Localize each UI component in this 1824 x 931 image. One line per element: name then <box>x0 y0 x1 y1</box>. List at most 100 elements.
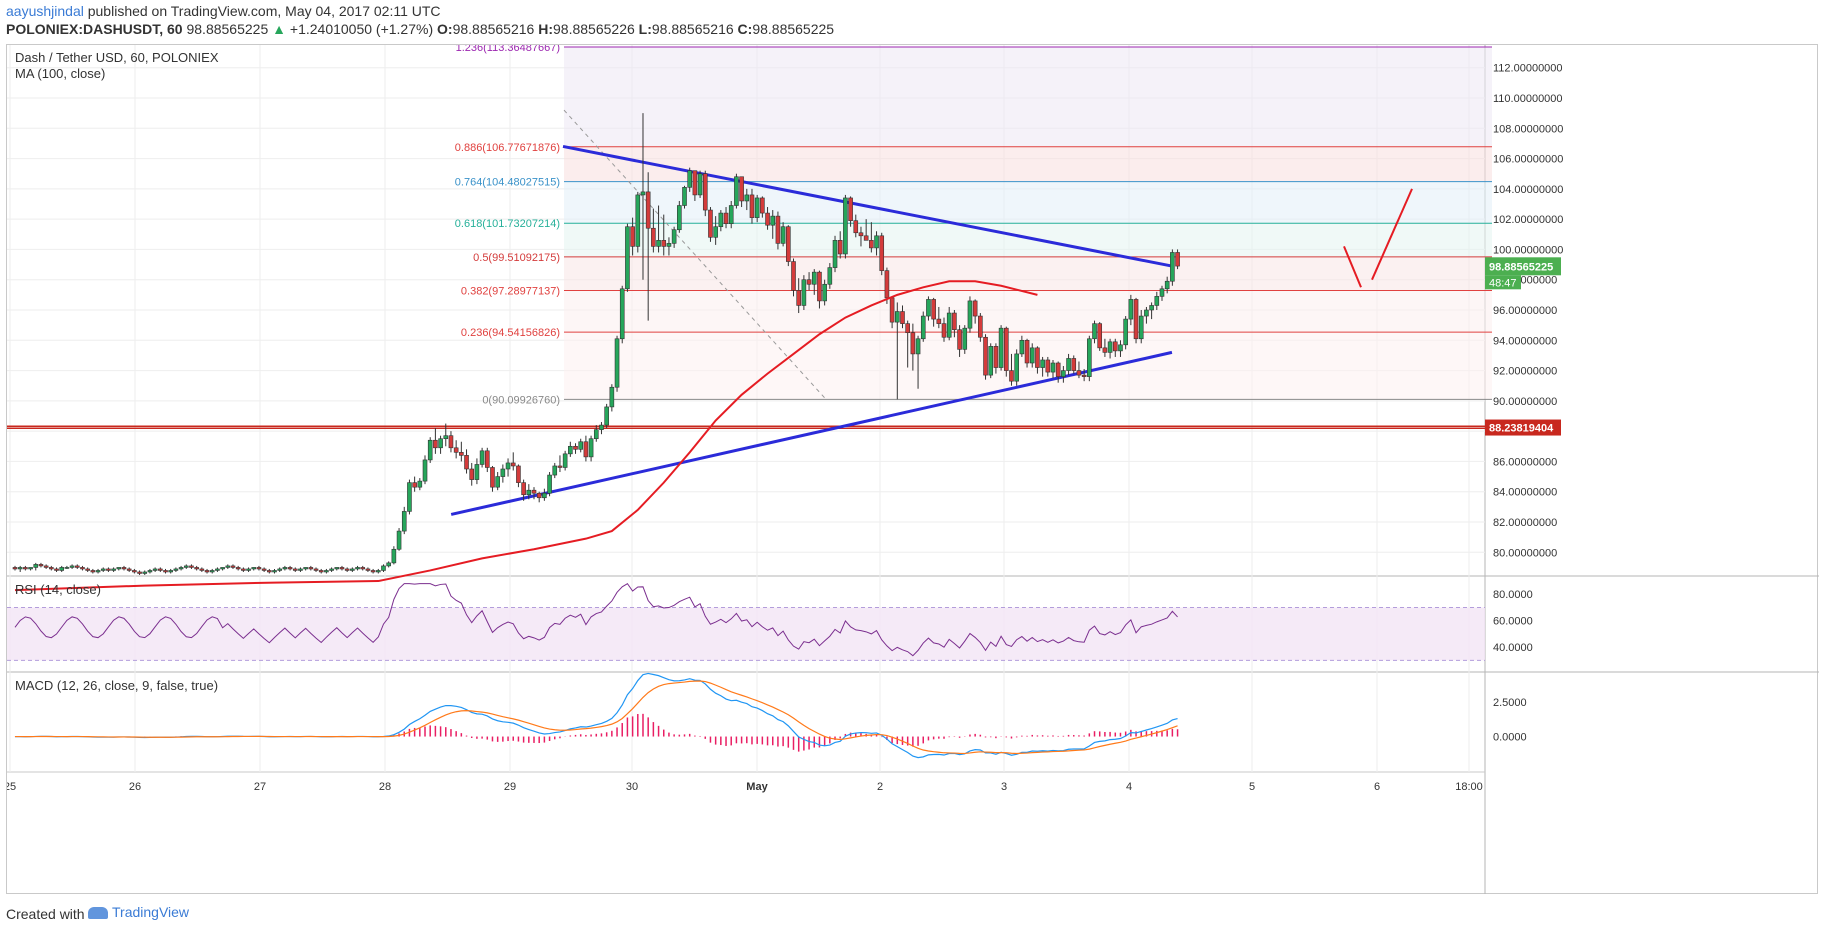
last-price-label: 98.88565225 <box>1489 261 1553 273</box>
candle-body <box>593 429 599 440</box>
candle-body <box>915 338 921 355</box>
y-tick-label: 96.00000000 <box>1493 305 1557 317</box>
candle-body <box>95 570 101 573</box>
projection-up-line <box>1371 188 1413 281</box>
candle-body <box>1107 341 1113 353</box>
candle-body <box>713 226 718 238</box>
candle-body <box>272 570 277 573</box>
candle-body <box>111 568 116 571</box>
candle-body <box>609 386 615 408</box>
candle-body <box>718 212 724 228</box>
tradingview-logo[interactable]: TradingView <box>88 904 189 920</box>
candle-body <box>241 568 246 571</box>
candle-body <box>905 323 910 334</box>
candle-body <box>936 318 942 324</box>
candle-body <box>780 226 786 244</box>
candle-body <box>1019 339 1025 355</box>
ma100-line <box>14 280 1038 592</box>
candle-body <box>562 453 568 468</box>
candle-body <box>500 468 506 477</box>
candle-body <box>360 567 366 570</box>
candle-body <box>17 567 23 570</box>
resistance-price-badge <box>1485 419 1561 436</box>
candle-body <box>786 226 791 262</box>
candle-body <box>869 240 874 249</box>
candle-body <box>126 568 132 571</box>
publish-line: aayushjindal published on TradingView.co… <box>6 3 441 19</box>
candle-body <box>64 567 70 569</box>
x-tick-label: 28 <box>379 781 391 793</box>
rsi-y-tick: 40.0000 <box>1493 642 1533 654</box>
candle-body <box>215 568 220 571</box>
fib-level-label: 0.618(101.73207214) <box>455 218 560 230</box>
candle-body <box>246 568 251 571</box>
candle-body <box>542 492 547 499</box>
candle-body <box>827 267 833 285</box>
candle-body <box>1128 299 1134 320</box>
candle-body <box>1050 362 1056 373</box>
candle-body <box>1133 299 1139 340</box>
candle-body <box>412 482 417 488</box>
macd-pane-title: MACD (12, 26, close, 9, false, true) <box>15 678 218 693</box>
x-tick-label: 18:00 <box>1455 781 1483 793</box>
candle-body <box>806 279 812 285</box>
candle-body <box>422 459 428 482</box>
rsi-band <box>7 607 1485 661</box>
candle-body <box>614 338 620 388</box>
candle-body <box>490 467 495 488</box>
candle-body <box>573 445 578 450</box>
x-tick-label: 4 <box>1126 781 1132 793</box>
candle-body <box>645 191 651 229</box>
chart-canvas[interactable]: 1.236(113.36487667) 0.886(106.77671876) 0.… <box>7 45 1819 895</box>
y-tick-label: 94.00000000 <box>1493 335 1557 347</box>
author-link[interactable]: aayushjindal <box>6 3 84 19</box>
candle-body <box>1045 359 1051 373</box>
candle-body <box>54 568 59 571</box>
candle-body <box>479 450 485 465</box>
resistance-price-label: 88.23819404 <box>1489 423 1554 435</box>
candle-body <box>666 243 672 247</box>
candle-body <box>33 564 39 568</box>
price-pane-title: Dash / Tether USD, 60, POLONIEX <box>15 50 219 65</box>
fib-zone <box>564 290 1492 333</box>
candle-body <box>531 489 537 494</box>
candle-body <box>661 240 667 247</box>
candle-body <box>329 568 334 571</box>
candle-body <box>671 229 677 244</box>
candle-body <box>438 438 443 449</box>
candle-body <box>1138 315 1144 340</box>
x-tick-label: 30 <box>626 781 638 793</box>
candle-body <box>952 312 957 330</box>
tradingview-brand: TradingView <box>112 904 190 920</box>
candle-body <box>355 567 360 570</box>
candle-body <box>625 226 630 290</box>
candle-body <box>173 568 179 571</box>
candle-body <box>189 565 194 568</box>
fib-trend-dashed-line <box>563 109 827 400</box>
rsi-line <box>14 582 1178 657</box>
fib-level-label: 1.236(113.36487667) <box>456 45 560 54</box>
candle-body <box>334 567 340 570</box>
candle-body <box>889 297 895 323</box>
candle-body <box>1092 323 1097 340</box>
countdown-label: 48:47 <box>1489 277 1517 289</box>
candle-body <box>967 300 973 329</box>
candle-body <box>578 441 584 450</box>
candle-body <box>464 455 469 470</box>
candle-body <box>178 567 184 570</box>
candle-body <box>863 235 869 241</box>
candle-body <box>754 197 760 218</box>
candle-body <box>536 492 542 499</box>
candle-body <box>521 482 526 496</box>
candle-body <box>1040 359 1045 368</box>
candle-body <box>697 173 703 196</box>
chart-frame[interactable]: 1.236(113.36487667) 0.886(106.77671876) 0.… <box>6 44 1819 895</box>
x-tick-label: 27 <box>254 781 266 793</box>
candle-body <box>344 568 350 571</box>
candle-body <box>1102 347 1108 353</box>
candle-body <box>962 327 968 350</box>
candle-body <box>941 323 947 338</box>
candle-body <box>874 235 879 249</box>
projection-down-line <box>1343 246 1362 288</box>
candle-body <box>168 570 173 573</box>
